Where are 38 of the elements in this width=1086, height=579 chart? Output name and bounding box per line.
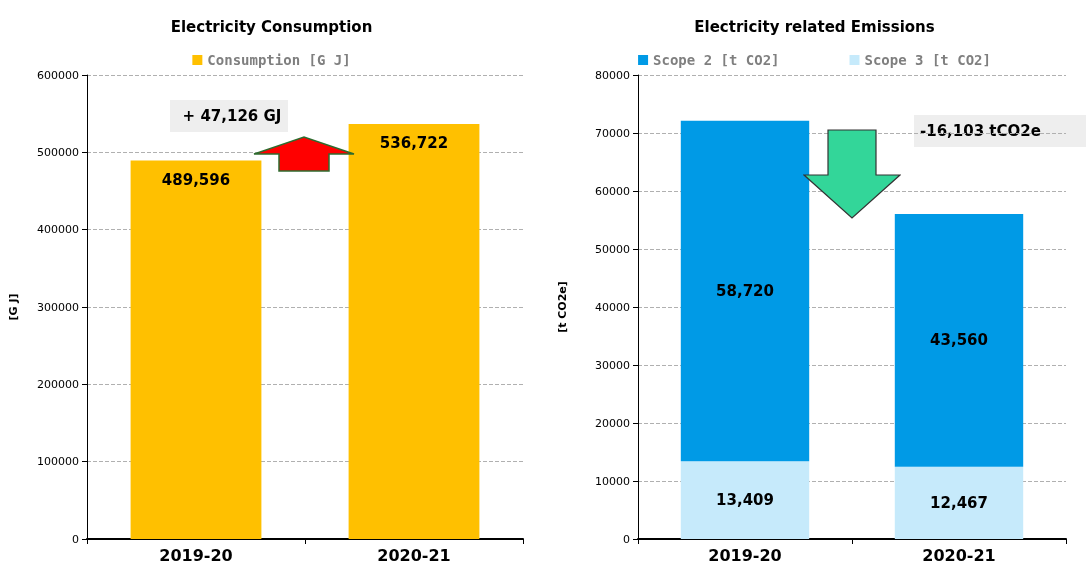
y-axis-title: [t CO2e] [556, 281, 569, 333]
y-tick-label: 80000 [595, 68, 630, 82]
y-tick-label: 0 [72, 532, 79, 546]
y-tick-label: 0 [623, 532, 630, 546]
bar [894, 466, 1024, 539]
data-label: 58,720 [716, 281, 774, 300]
bar [894, 214, 1024, 467]
y-tick-label: 30000 [595, 358, 630, 372]
y-tick-label: 70000 [595, 126, 630, 140]
data-label: 536,722 [379, 134, 449, 153]
x-tick-label: 2019-20 [708, 545, 782, 565]
y-tick-label: 40000 [595, 300, 630, 314]
y-tick-label: 600000 [37, 68, 79, 82]
x-tick-label: 2020-21 [922, 545, 996, 565]
y-tick-label: 200000 [37, 377, 79, 391]
x-tick-label: 2019-20 [159, 545, 233, 565]
bar [680, 461, 810, 539]
chart-title: Electricity Consumption [170, 17, 373, 36]
y-tick-label: 10000 [595, 474, 630, 488]
chart-title: Electricity related Emissions [694, 17, 935, 36]
bar [680, 120, 810, 462]
legend-label: Scope 3 [t CO2] [864, 52, 991, 68]
legend-label: Scope 2 [t CO2] [653, 52, 780, 68]
y-tick-label: 60000 [595, 184, 630, 198]
x-tick-label: 2020-21 [377, 545, 451, 565]
y-tick-label: 50000 [595, 242, 630, 256]
y-tick-label: 300000 [37, 300, 79, 314]
data-label: 43,560 [930, 331, 988, 350]
annotation: + 47,126 GJ [182, 107, 282, 125]
legend-label: Consumption [G J] [207, 52, 351, 68]
data-label: 489,596 [161, 170, 231, 189]
data-label: 12,467 [930, 493, 988, 512]
y-tick-label: 400000 [37, 223, 79, 237]
y-axis-title: [G J] [7, 293, 20, 321]
y-tick-label: 20000 [595, 416, 630, 430]
y-tick-label: 100000 [37, 455, 79, 469]
y-tick-label: 500000 [37, 145, 79, 159]
data-label: 13,409 [716, 491, 774, 510]
